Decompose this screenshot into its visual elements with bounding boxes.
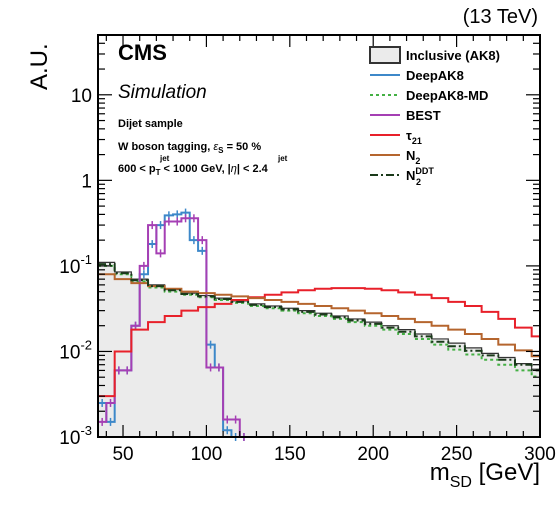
legend-label: BEST: [406, 108, 441, 123]
legend-entry: N2: [370, 148, 420, 166]
ann-jet-sup-eta: jet: [277, 154, 288, 163]
x-tick-label: 300: [524, 444, 556, 465]
legend-entry: NDDT 2: [370, 166, 434, 187]
legend-swatch: [369, 46, 401, 64]
legend-label: NDDT 2: [406, 166, 434, 187]
x-axis-title: mSD [GeV]: [430, 459, 540, 491]
legend-entry: DeepAK8-MD: [370, 88, 488, 103]
legend-entry: Inclusive (AK8): [369, 46, 500, 64]
series--21-line: [98, 287, 540, 398]
series-n2-line: [98, 273, 540, 358]
y-axis-title: A.U.: [26, 43, 53, 90]
legend-label: τ21: [406, 128, 422, 146]
plot-frame: [97, 34, 541, 438]
y-tick-label: 10-3: [59, 423, 92, 449]
series-layer: [98, 208, 540, 441]
x-tick-label: 50: [112, 444, 133, 465]
legend-entry: DeepAK8: [370, 68, 464, 83]
y-tick-label: 10-2: [59, 337, 92, 363]
y-tick-label: 10-1: [59, 252, 92, 278]
legend-label: N2: [406, 148, 420, 166]
legend-entry: τ21: [370, 128, 422, 146]
energy-label: (13 TeV): [463, 6, 538, 28]
x-tick-label: 200: [357, 444, 389, 465]
ann-wtag: W boson tagging, εS = 50 %: [118, 141, 261, 155]
series-deepak8-md-line: [98, 264, 540, 378]
legend-label: DeepAK8: [406, 68, 464, 83]
x-tick-label: 150: [274, 444, 306, 465]
axis-layer: 50 100 150 200 250 300 10 1 10-1 10-2 10-3: [59, 34, 556, 465]
series-n2ddt-line: [98, 263, 540, 372]
ann-jet-sup-pt: jet: [159, 154, 170, 163]
cms-label: CMS: [118, 40, 167, 65]
x-tick-label: 250: [441, 444, 473, 465]
ann-kinematics: 600 < pT < 1000 GeV, |η| < 2.4: [118, 163, 269, 177]
legend: Inclusive (AK8) DeepAK8 DeepAK8-MD BEST τ21 N…: [369, 46, 500, 187]
legend-label: DeepAK8-MD: [406, 88, 488, 103]
ann-sample: Dijet sample: [118, 118, 183, 130]
legend-label: Inclusive (AK8): [406, 48, 500, 63]
simulation-label: Simulation: [118, 82, 207, 103]
x-tick-label: 100: [191, 444, 223, 465]
plot-area: [97, 208, 541, 441]
legend-entry: BEST: [370, 108, 441, 123]
y-tick-label: 10: [71, 86, 92, 107]
y-tick-label: 1: [81, 171, 92, 192]
